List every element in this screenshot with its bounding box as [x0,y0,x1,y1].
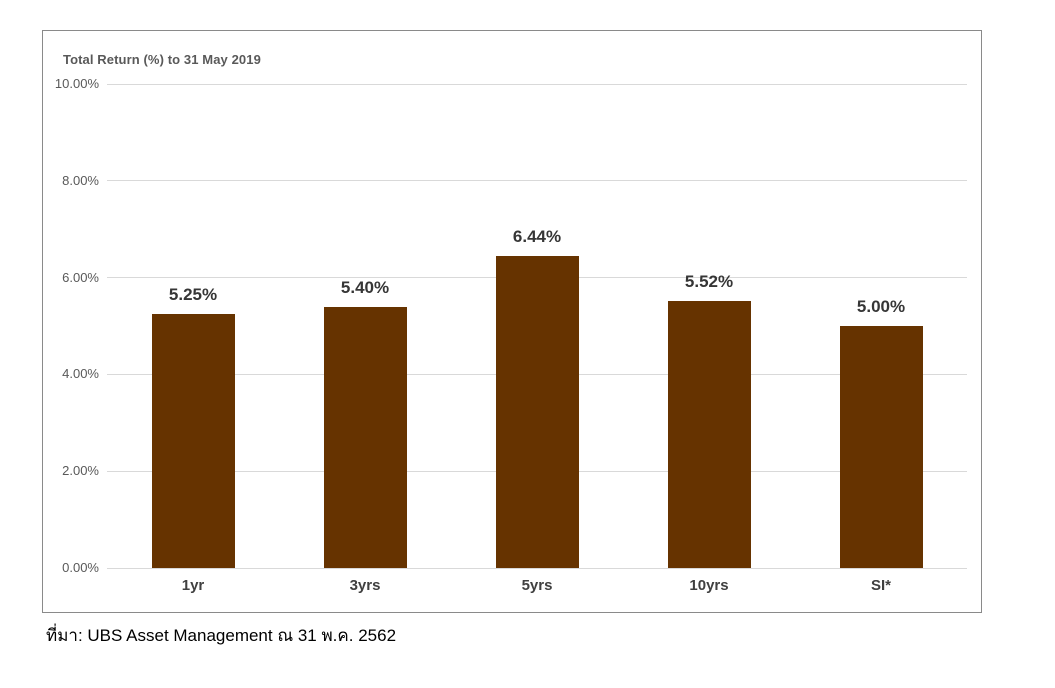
gridline [107,83,967,85]
x-axis-category-label: 5yrs [521,577,553,594]
x-axis-category-label: SI* [870,577,891,594]
data-label: 5.25% [168,285,218,304]
chart-title: Total Return (%) to 31 May 2019 [63,52,261,67]
bar [323,307,407,568]
y-axis-tick-label: 4.00% [62,366,99,382]
data-label: 5.00% [856,297,906,316]
y-axis-tick-label: 2.00% [62,463,99,479]
x-axis-category-label: 3yrs [349,577,381,594]
y-axis-tick-label: 10.00% [54,76,99,91]
plot-area: 0.00% 2.00% 4.00% 6.00% 8.00% 10.00% 5.25% 1yr 5… [55,76,967,594]
data-label: 5.40% [340,278,390,297]
gridline [107,180,967,182]
data-label: 5.52% [684,272,734,291]
data-label: 6.44% [512,227,562,246]
bar [495,256,579,568]
x-axis-category-label: 10yrs [689,577,729,594]
source-note: ที่มา: UBS Asset Management ณ 31 พ.ค. 25… [46,626,397,645]
x-axis-category-label: 1yr [181,577,205,594]
chart-container: Total Return (%) to 31 May 2019 0.00% 2.0… [42,30,982,613]
y-axis-tick-label: 8.00% [62,172,99,188]
bar [667,301,751,568]
y-axis-tick-label: 6.00% [62,269,99,285]
bar [839,326,923,568]
bar [151,314,235,568]
gridline [107,567,967,569]
y-axis-tick-label: 0.00% [62,560,99,575]
